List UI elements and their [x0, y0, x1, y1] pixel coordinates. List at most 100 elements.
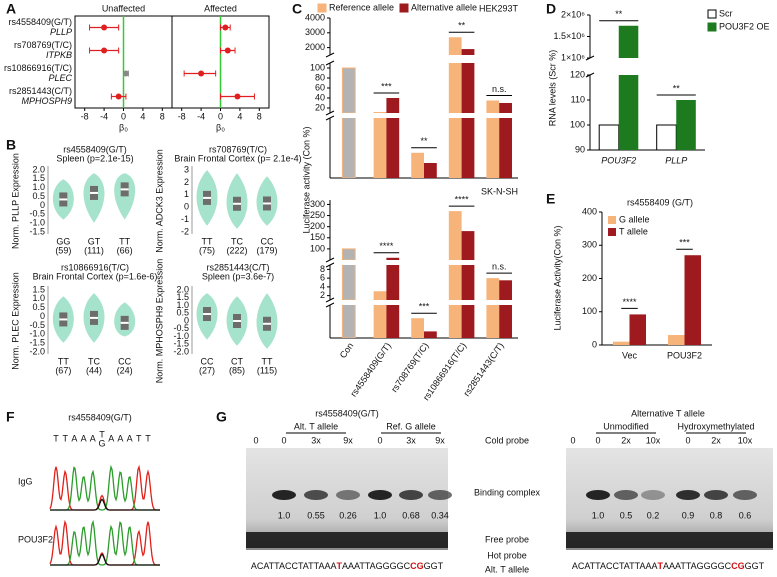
y-tick-label: 0.5 — [32, 191, 45, 201]
bar — [461, 231, 475, 260]
legend-label: Scr — [719, 8, 733, 18]
significance: *** — [679, 238, 690, 248]
band-value: 1.0 — [278, 510, 291, 520]
sequence-part: CG — [731, 561, 745, 571]
panel-title: Unaffected — [102, 3, 145, 13]
y-tick-label: 2000 — [305, 42, 325, 52]
significance: n.s. — [492, 84, 507, 94]
lane-label: 0 — [377, 435, 382, 445]
base: T — [53, 433, 59, 443]
y-axis-label: RNA levels (Scr %) — [547, 50, 557, 127]
bar — [499, 280, 512, 300]
y-tick-label: -2.0 — [29, 346, 45, 356]
y-tick-label: 2×10⁶ — [561, 9, 585, 19]
y-axis-label: Norm. PLLP Expression — [10, 153, 20, 249]
legend-swatch — [608, 228, 616, 236]
count-label: (85) — [229, 365, 245, 375]
gene-label: PLEC — [48, 73, 72, 83]
y-tick-label: 20 — [315, 102, 325, 112]
point — [222, 24, 229, 31]
bar — [499, 103, 512, 113]
bar — [341, 265, 356, 300]
x-tick-label: 0 — [121, 111, 126, 121]
bar — [486, 100, 500, 113]
y-tick-label: -1.5 — [173, 339, 189, 349]
trace — [50, 498, 160, 511]
y-tick-label: 150 — [310, 232, 325, 242]
bar — [341, 248, 356, 260]
y-tick-label: 0 — [40, 311, 45, 321]
y-tick-label: 3 — [184, 164, 189, 174]
base: A — [117, 433, 123, 443]
base: T — [145, 433, 151, 443]
y-tick-label: 400 — [582, 206, 597, 216]
panel-label: D — [546, 1, 556, 17]
significance: **** — [379, 241, 394, 251]
bar — [448, 63, 462, 113]
band-value: 0.9 — [682, 510, 695, 520]
violin-title: rs10866916(T/C) — [61, 262, 129, 272]
bar — [461, 49, 475, 55]
y-tick-label: -0.5 — [29, 320, 45, 330]
binding-band — [704, 490, 728, 500]
significance: **** — [622, 297, 637, 307]
point — [224, 47, 231, 54]
snp-label: rs10866916(T/C) — [4, 63, 72, 73]
category-label: CC — [201, 356, 214, 366]
sequence-part: ACATTACCTATTAAA — [572, 561, 658, 571]
legend-swatch — [707, 22, 717, 32]
y-tick-label: 300 — [310, 199, 325, 209]
y-tick-label: 90 — [575, 144, 585, 154]
x-tick-label: PLLP — [665, 155, 687, 165]
sequence-part: T — [657, 561, 663, 571]
count-label: (24) — [117, 365, 133, 375]
category-label: TC — [231, 236, 243, 246]
x-tick-label: 0 — [218, 111, 223, 121]
bar — [461, 63, 475, 113]
bar — [341, 67, 356, 113]
category-label: CC — [118, 356, 131, 366]
x-axis-label: β₀ — [216, 122, 225, 132]
y-tick-label: 2 — [320, 290, 325, 300]
y-tick-label: 1.5 — [32, 284, 45, 294]
axis-break — [325, 115, 335, 121]
violin-median — [90, 316, 98, 319]
bar — [448, 211, 462, 260]
binding-band — [641, 490, 665, 500]
x-tick-label: 8 — [160, 111, 165, 121]
x-tick-label: POU3F2 — [667, 350, 702, 360]
lane-label: 0 — [595, 435, 600, 445]
y-tick-label: 1×10⁶ — [561, 52, 585, 62]
lane-label: 10x — [646, 435, 661, 445]
violin-median — [203, 313, 211, 316]
significance: ** — [615, 9, 623, 19]
band-value: 0.6 — [739, 510, 752, 520]
gene-label: ITPKB — [46, 50, 72, 60]
y-axis-label: Norm. MPHOSPH9 Expression — [154, 259, 164, 384]
chart-title: rs4558409 (G/T) — [627, 197, 693, 207]
y-tick-label: 1.5 — [32, 173, 45, 183]
binding-band — [304, 490, 328, 500]
x-tick-label: POU3F2 — [601, 155, 636, 165]
band-value: 1.0 — [592, 510, 605, 520]
y-tick-label: 1.5×10⁶ — [554, 31, 586, 41]
panel-label: C — [292, 1, 302, 17]
violin-median — [203, 196, 211, 199]
y-axis-label: Luciferase activity (Con %) — [301, 126, 311, 233]
x-tick-label: -4 — [100, 111, 108, 121]
significance: *** — [419, 302, 430, 312]
binding-band — [676, 490, 700, 500]
count-label: (27) — [199, 365, 215, 375]
bar — [424, 331, 437, 338]
y-tick-label: 100 — [310, 243, 325, 253]
snp-label: rs2851443(C/T) — [9, 86, 72, 96]
bar — [486, 305, 500, 338]
y-tick-label: 0 — [40, 200, 45, 210]
base: A — [71, 433, 77, 443]
gel-group: Alt. T allele — [294, 421, 338, 431]
row-label: Cold probe — [485, 435, 529, 445]
bar — [613, 341, 630, 345]
axis-break — [325, 262, 335, 268]
bar — [448, 37, 462, 55]
category-label: TT — [119, 236, 130, 246]
